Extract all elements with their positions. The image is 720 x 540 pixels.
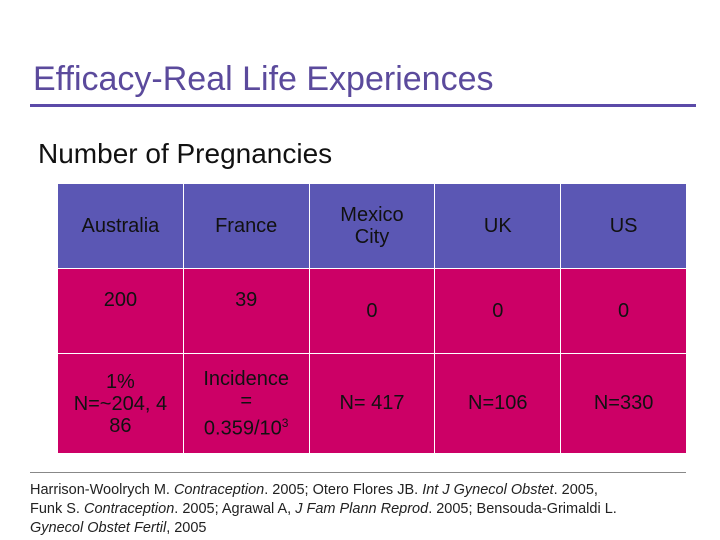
cell-mexico-count: 0 [308,268,436,354]
pregnancy-table: Australia France Mexico City UK US 200 3… [57,183,687,454]
reference-line-2: Funk S. Contraception. 2005; Agrawal A, … [30,500,690,519]
cell-australia-count: 200 [57,268,184,354]
references-footnote: Harrison-Woolrych M. Contraception. 2005… [30,481,690,538]
reference-line-3: Gynecol Obstet Fertil, 2005 [30,519,690,538]
france-rate-exponent: 3 [281,415,289,430]
cell-uk-count: 0 [434,268,562,354]
header-france: France [182,183,310,269]
cell-us-rate: N=330 [560,353,687,454]
slide-subtitle: Number of Pregnancies [38,138,333,169]
ref-journal-4: J Fam Plann Reprod [295,501,429,517]
cell-mexico-rate: N= 417 [308,353,436,454]
ref-year-4: . 2005; Bensouda-Grimaldi L. [428,501,617,517]
ref-journal-3: Contraception [84,501,175,517]
table-row-rates: 1% N=~204, 4 86 Incidence = 0.359/103 N=… [57,353,687,454]
header-mexico-city: Mexico City [308,183,436,269]
cell-france-rate: Incidence = 0.359/103 [182,353,310,454]
australia-rate-line3: 86 [109,414,132,437]
cell-uk-rate: N=106 [434,353,562,454]
ref-year-5: , 2005 [166,520,207,536]
header-us: US [560,183,687,269]
cell-us-count: 0 [560,268,687,354]
ref-year-2: . 2005, [553,482,598,498]
title-underline [30,104,696,107]
ref-journal-2: Int J Gynecol Obstet [422,482,554,498]
header-mexico-city-text: Mexico City [340,203,404,248]
cell-france-count: 39 [182,268,310,354]
france-rate-line1: Incidence [203,367,289,390]
ref-year-1: . 2005; Otero Flores JB. [264,482,423,498]
ref-author-1: Harrison-Woolrych M. [30,482,174,498]
ref-journal-5: Gynecol Obstet Fertil [30,520,167,536]
slide-title: Efficacy-Real Life Experiences [33,60,494,98]
ref-author-3: Funk S. [30,501,84,517]
france-rate-value: 0.359/10 [203,417,282,440]
table-header-row: Australia France Mexico City UK US [57,183,687,269]
header-uk: UK [434,183,562,269]
footnote-divider [30,472,686,473]
france-rate-line2: = [240,389,253,412]
ref-journal-1: Contraception [173,482,265,498]
reference-line-1: Harrison-Woolrych M. Contraception. 2005… [30,481,690,500]
table-row-pregnancies: 200 39 0 0 0 [57,268,687,354]
cell-australia-rate: 1% N=~204, 4 86 [57,353,184,454]
australia-rate-line2: N=~204, 4 [73,392,168,415]
header-australia: Australia [57,183,184,269]
australia-rate-line1: 1% [105,370,135,393]
france-rate-line3: 0.359/103 [184,412,309,440]
ref-year-3: . 2005; Agrawal A, [174,501,296,517]
